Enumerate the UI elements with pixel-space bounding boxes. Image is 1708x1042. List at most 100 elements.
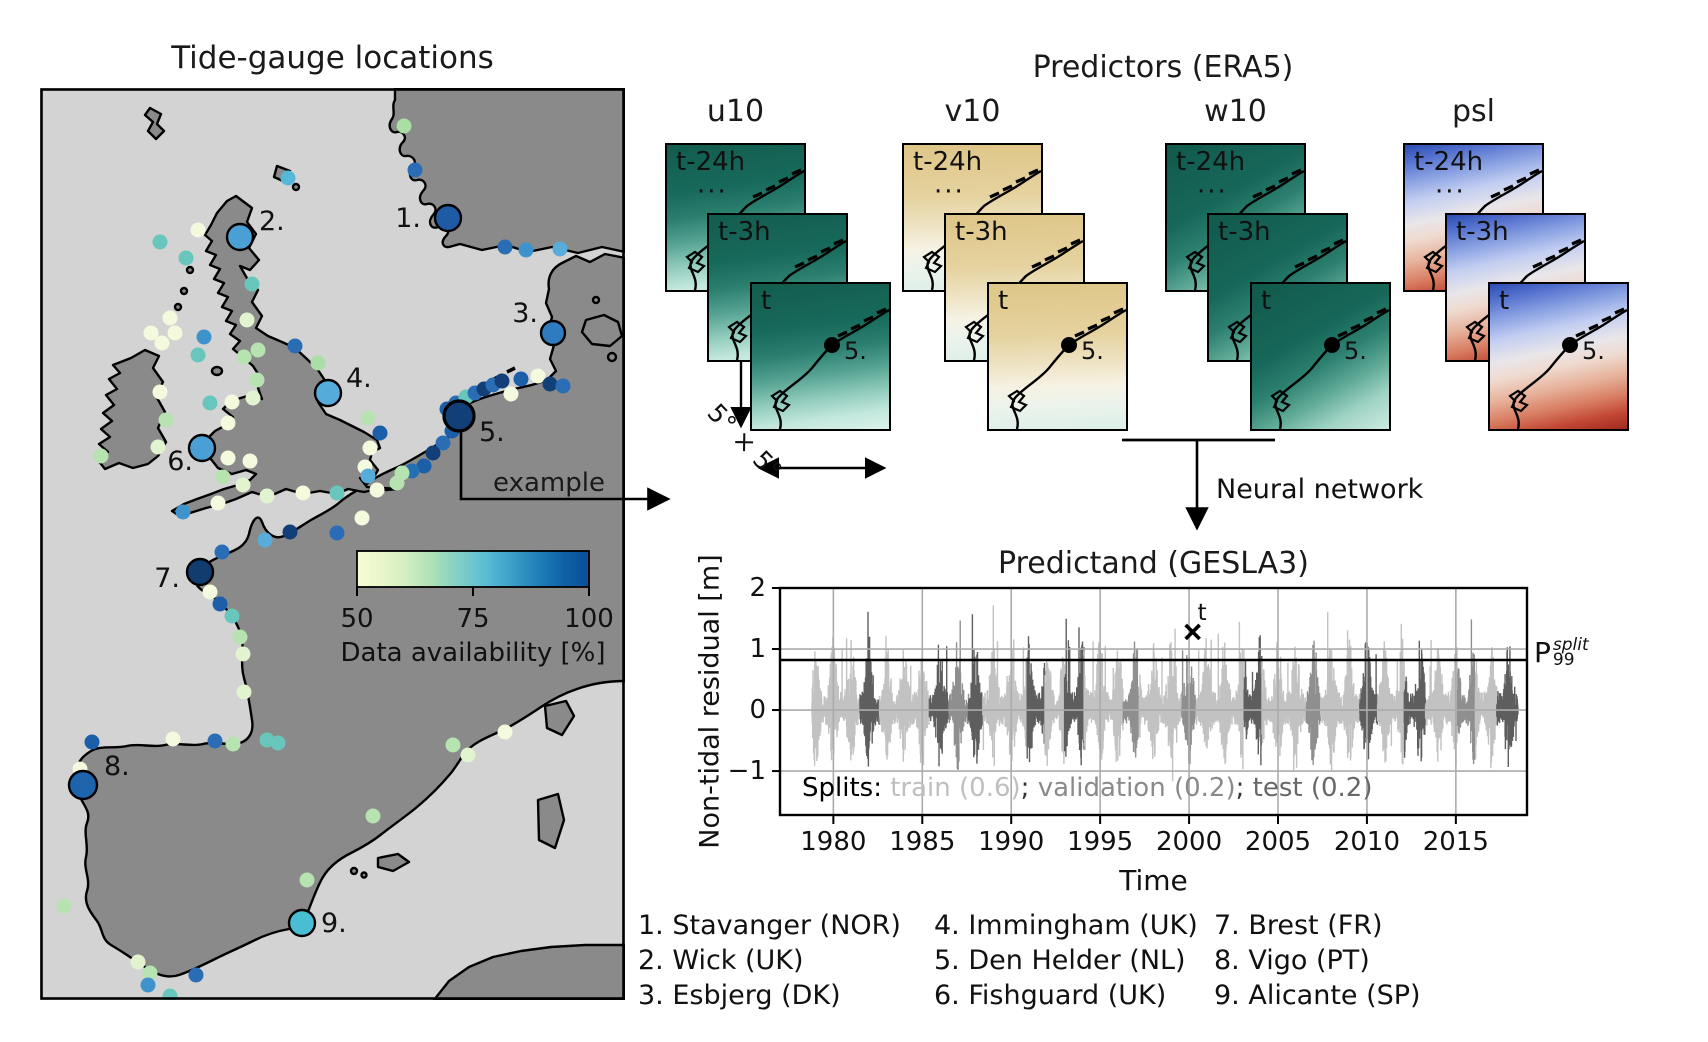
station-number-label: 6.	[167, 446, 193, 477]
panel-coastline: 5.	[1270, 307, 1389, 429]
variable-label-u10: u10	[706, 94, 765, 129]
ytick-label: −1	[727, 756, 766, 787]
island-scribble	[1185, 250, 1206, 274]
variable-label-v10: v10	[944, 94, 1001, 129]
gauge-dot	[242, 453, 258, 469]
station-number-label: 8.	[104, 751, 130, 782]
gauge-dot	[188, 967, 204, 983]
gauge-dot	[142, 965, 158, 981]
series-segment-train	[1474, 647, 1498, 769]
gauge-dot	[259, 488, 275, 504]
frame-label: t-3h	[718, 217, 771, 247]
gauge-dot	[282, 524, 298, 540]
series-segment-test	[1026, 636, 1046, 763]
colorbar-ticks	[356, 587, 590, 596]
gridlines	[780, 588, 1527, 815]
frame-label: t	[1261, 286, 1272, 316]
gauge-dot	[162, 310, 178, 326]
panel-coastline: 5.	[1007, 307, 1126, 429]
islet	[360, 871, 368, 879]
frame-label: t-24h	[913, 147, 983, 177]
gauge-dot	[518, 242, 534, 258]
gauge-dot	[244, 276, 260, 292]
island-scribble	[922, 250, 943, 274]
gauge-dot	[235, 646, 251, 662]
xtick-label: 1995	[1067, 827, 1134, 857]
coast-path	[1274, 308, 1389, 429]
legend-item: 4. Immingham (UK)	[934, 910, 1198, 941]
legend-item: 5. Den Helder (NL)	[934, 945, 1186, 976]
caption-part: train (0.6)	[881, 773, 1021, 803]
gauge-dot	[542, 376, 558, 392]
den-helder-number: 5.	[1582, 337, 1605, 365]
station-marker	[442, 399, 476, 433]
gauge-dot	[235, 477, 251, 493]
gauge-dot	[287, 338, 303, 354]
gauge-dot	[249, 372, 265, 388]
series-segment-validation	[1305, 640, 1322, 765]
chart-border	[778, 586, 1529, 817]
land-danish-isles	[580, 313, 624, 348]
gauge-dot	[372, 425, 388, 441]
ellipsis-label: ···	[1197, 177, 1228, 207]
station-marker	[287, 908, 317, 938]
gauge-dot	[416, 458, 432, 474]
gauge-dot	[270, 735, 286, 751]
land-shetland	[143, 106, 166, 141]
splits-caption: Splits: train (0.6); validation (0.2); t…	[802, 773, 1372, 803]
stack-w10: t-24h ··· t-3h 5. t	[1165, 143, 1391, 431]
gauge-dot	[130, 954, 146, 970]
series-segment-test	[1063, 618, 1085, 766]
p99-sup: split	[1552, 634, 1589, 655]
gauge-dot	[360, 410, 376, 426]
frame-label: t-3h	[1456, 217, 1509, 247]
gauge-dot	[190, 347, 206, 363]
series-segment-train	[1320, 611, 1361, 771]
gauge-dot	[295, 485, 311, 501]
island-scribble	[1423, 250, 1444, 274]
legend-item: 6. Fishguard (UK)	[934, 980, 1167, 1011]
land-corsica	[543, 699, 576, 737]
frame-label: t	[1499, 286, 1510, 316]
colorbar-gradient	[356, 550, 590, 588]
station-marker	[225, 222, 255, 252]
panel-coastline: 5.	[770, 307, 889, 429]
islet	[179, 286, 189, 296]
gauge-dot	[214, 544, 230, 560]
islands-dashes	[752, 168, 802, 199]
gauge-dot	[245, 390, 261, 406]
den-helder-dot	[824, 337, 840, 353]
den-helder-number: 5.	[1344, 337, 1367, 365]
ytick-label: 1	[749, 634, 766, 665]
gauge-dot	[150, 439, 166, 455]
series-segment-train	[1376, 623, 1405, 765]
stack-psl: t-24h ··· t-3h 5. t	[1403, 143, 1629, 431]
island-scribble	[964, 320, 985, 344]
gauge-dot	[224, 394, 240, 410]
gauge-dot	[225, 736, 241, 752]
xtick-label: 1990	[978, 827, 1045, 857]
variable-label-psl: psl	[1451, 94, 1495, 129]
island-scribble	[1007, 389, 1028, 413]
gauge-dot	[497, 724, 513, 740]
islands-dashes	[1294, 238, 1344, 269]
island-scribble	[1270, 389, 1291, 413]
gauge-dot	[354, 510, 370, 526]
panel-coastline: 5.	[1508, 307, 1627, 429]
island-scribble	[1508, 389, 1529, 413]
gauge-dot	[365, 808, 381, 824]
predictors-title: Predictors (ERA5)	[1032, 50, 1294, 85]
gauge-dot	[362, 440, 378, 456]
gauge-dot	[503, 386, 519, 402]
series-segment-test	[859, 611, 881, 767]
caption-part: ;	[1235, 773, 1253, 803]
time-t-marker-label: t	[1198, 600, 1207, 626]
island-scribble	[1227, 320, 1248, 344]
series-segment-train	[878, 635, 930, 766]
panel-w10-t: 5. t	[1250, 282, 1391, 431]
gauge-dot	[162, 988, 178, 1000]
p99-threshold-label: P split 99	[1534, 636, 1589, 669]
gauge-dot	[552, 241, 568, 257]
series-segment-train	[1044, 656, 1066, 766]
